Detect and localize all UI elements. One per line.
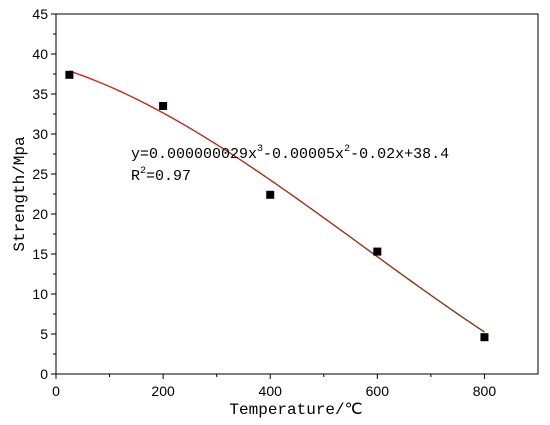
x-tick-label: 200 [151,383,175,399]
x-axis-ticks: 0 200 400 600 800 [52,374,496,399]
fit-equation: y=0.000000029x3-0.00005x2-0.02x+38.4 [131,144,449,163]
data-points [65,70,489,342]
y-tick-label: 5 [40,326,48,342]
y-axis-ticks: 0 5 10 15 20 25 30 35 40 45 [32,6,56,382]
r-squared-label: R2=0.97 [131,166,191,185]
data-point-square [373,247,382,256]
y-tick-label: 45 [32,6,48,22]
fit-curve [69,70,485,333]
data-point-square [65,70,74,79]
y-tick-label: 40 [32,46,48,62]
x-tick-label: 800 [473,383,497,399]
y-axis-title: Strength/Mpa [11,136,29,252]
data-point-square [266,190,275,199]
y-tick-label: 30 [32,126,48,142]
y-tick-label: 25 [32,166,48,182]
x-tick-label: 0 [52,383,60,399]
data-point-square [159,102,168,110]
x-tick-label: 400 [259,383,283,399]
y-tick-label: 35 [32,86,48,102]
y-tick-label: 0 [40,366,48,382]
x-axis-title: Temperature/℃ [229,401,362,419]
y-tick-label: 20 [32,206,48,222]
y-tick-label: 15 [32,246,48,262]
y-tick-label: 10 [32,286,48,302]
x-tick-label: 600 [366,383,390,399]
data-point-square [480,333,489,342]
